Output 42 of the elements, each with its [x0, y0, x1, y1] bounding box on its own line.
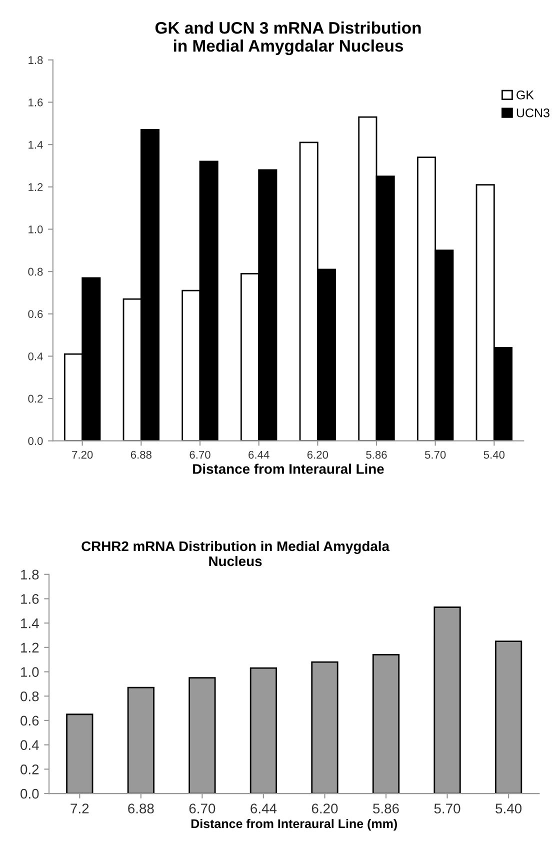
x-tick-label: 6.20 — [312, 804, 338, 814]
x-tick-label: 6.70 — [190, 450, 210, 459]
x-tick-label: 7.2 — [70, 804, 89, 814]
y-tick-label: 0.8 — [20, 691, 39, 702]
y-tick-label: 1.8 — [28, 56, 43, 64]
x-tick-label: 6.88 — [130, 450, 152, 459]
y-tick-label: 0.0 — [20, 788, 39, 799]
x-tick-label: 6.44 — [248, 450, 270, 459]
y-tick-label: 0.2 — [20, 764, 39, 774]
y-tick-label: 1.0 — [21, 667, 39, 677]
legend-label: UCN3 — [516, 108, 550, 118]
x-tick-label: 5.86 — [373, 804, 399, 814]
x-tick-label: 6.44 — [250, 804, 277, 814]
y-tick-label: 1.2 — [21, 642, 39, 652]
x-tick-label: 7.20 — [72, 450, 93, 459]
chart-title: CRHR2 mRNA Distribution in Medial Amygdala Nucleus — [82, 540, 390, 566]
y-tick-label: 1.2 — [28, 183, 43, 191]
y-tick-label: 1.4 — [28, 140, 43, 149]
chart-title: GK and UCN 3 mRNA Distribution in Medial Amygdalar Nucleus — [155, 22, 421, 56]
x-tick-label: 5.40 — [484, 450, 505, 459]
y-tick-label: 1.6 — [21, 594, 39, 604]
x-axis-title: Distance from Interaural Line — [193, 464, 384, 474]
y-tick-label: 1.4 — [21, 618, 39, 628]
x-tick-label: 6.20 — [307, 450, 328, 459]
x-tick-label: 6.88 — [128, 804, 154, 814]
x-tick-label: 5.40 — [496, 804, 522, 814]
y-tick-label: 0.8 — [28, 268, 43, 276]
y-tick-label: 0.6 — [20, 716, 39, 726]
y-tick-label: 0.4 — [20, 740, 39, 750]
x-tick-label: 6.70 — [189, 804, 216, 814]
x-tick-label: 5.86 — [366, 450, 387, 459]
y-tick-label: 0.2 — [28, 394, 43, 403]
y-tick-label: 0.6 — [28, 310, 43, 318]
y-tick-label: 1.6 — [28, 98, 43, 106]
x-axis-title: Distance from Interaural Line (mm) — [191, 818, 397, 831]
y-tick-label: 1.8 — [21, 570, 39, 580]
x-tick-label: 5.70 — [434, 804, 460, 814]
y-tick-label: 0.4 — [28, 352, 43, 360]
y-tick-label: 1.0 — [28, 225, 43, 234]
y-tick-label: 0.0 — [28, 437, 43, 445]
legend-label: GK — [516, 90, 534, 100]
x-tick-label: 5.70 — [424, 450, 446, 459]
